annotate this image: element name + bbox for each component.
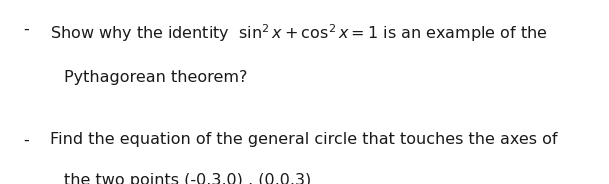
Text: Show why the identity  $\sin^2 x + \cos^2 x = 1$ is an example of the: Show why the identity $\sin^2 x + \cos^2… <box>50 22 547 44</box>
Text: the two points (-0.3,0) , (0,0.3): the two points (-0.3,0) , (0,0.3) <box>64 173 311 184</box>
Text: -: - <box>23 132 29 148</box>
Text: -: - <box>23 22 29 37</box>
Text: Find the equation of the general circle that touches the axes of: Find the equation of the general circle … <box>50 132 557 148</box>
Text: Pythagorean theorem?: Pythagorean theorem? <box>64 70 247 85</box>
